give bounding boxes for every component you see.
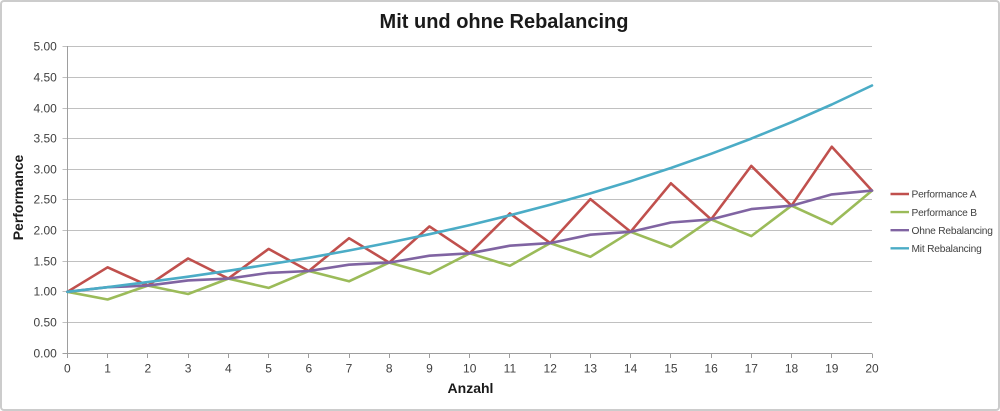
- svg-text:Mit und ohne Rebalancing: Mit und ohne Rebalancing: [380, 11, 629, 33]
- svg-text:Anzahl: Anzahl: [448, 380, 494, 396]
- svg-text:3: 3: [185, 362, 192, 376]
- svg-text:0.00: 0.00: [33, 347, 57, 361]
- svg-text:Performance A: Performance A: [912, 190, 977, 201]
- svg-text:14: 14: [624, 362, 638, 376]
- svg-text:17: 17: [745, 362, 759, 376]
- svg-text:4.50: 4.50: [33, 71, 57, 85]
- svg-text:Ohne Rebalancing: Ohne Rebalancing: [912, 226, 994, 237]
- svg-text:19: 19: [825, 362, 839, 376]
- svg-text:16: 16: [704, 362, 718, 376]
- svg-text:9: 9: [426, 362, 433, 376]
- svg-text:Mit Rebalancing: Mit Rebalancing: [912, 244, 983, 255]
- svg-text:2.50: 2.50: [33, 193, 57, 207]
- svg-text:5.00: 5.00: [33, 40, 57, 54]
- svg-text:4.00: 4.00: [33, 102, 57, 116]
- svg-text:18: 18: [785, 362, 799, 376]
- svg-text:3.00: 3.00: [33, 163, 57, 177]
- svg-text:Performance: Performance: [10, 154, 26, 240]
- svg-text:13: 13: [584, 362, 598, 376]
- svg-text:20: 20: [865, 362, 879, 376]
- svg-text:4: 4: [225, 362, 232, 376]
- svg-text:3.50: 3.50: [33, 132, 57, 146]
- svg-text:7: 7: [346, 362, 353, 376]
- svg-text:1.00: 1.00: [33, 285, 57, 299]
- svg-text:5: 5: [265, 362, 272, 376]
- svg-text:2.00: 2.00: [33, 224, 57, 238]
- svg-text:15: 15: [664, 362, 678, 376]
- svg-text:11: 11: [504, 362, 517, 376]
- svg-text:10: 10: [463, 362, 477, 376]
- svg-text:0: 0: [64, 362, 71, 376]
- svg-text:12: 12: [544, 362, 558, 376]
- svg-text:1.50: 1.50: [33, 255, 57, 269]
- svg-text:2: 2: [145, 362, 152, 376]
- svg-text:6: 6: [305, 362, 312, 376]
- svg-text:Performance B: Performance B: [912, 208, 978, 219]
- svg-text:1: 1: [104, 362, 111, 376]
- svg-text:8: 8: [386, 362, 393, 376]
- svg-text:0.50: 0.50: [33, 316, 57, 330]
